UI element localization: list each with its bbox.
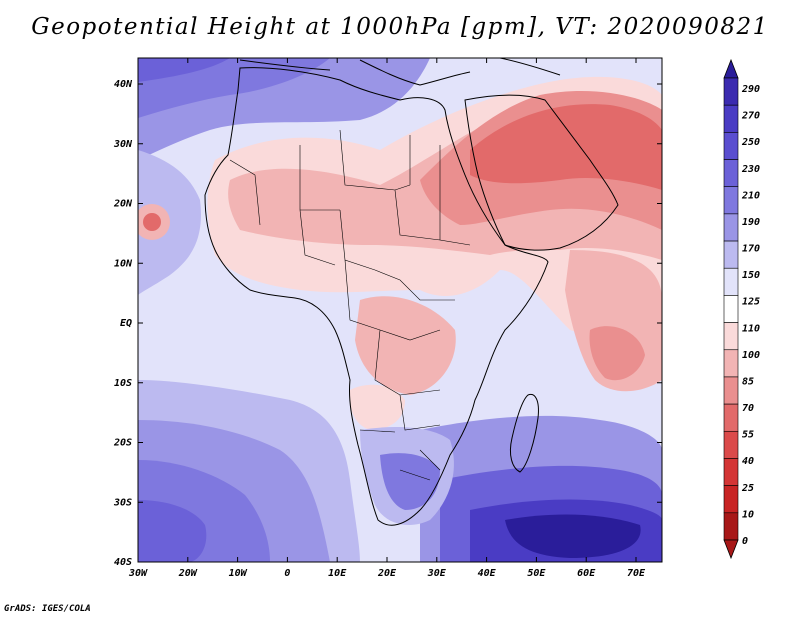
colorbar-label-190: 190 <box>742 217 760 228</box>
colorbar-segment <box>723 240 739 269</box>
colorbar-bottom-arrow <box>723 539 739 560</box>
colorbar-label-10: 10 <box>742 509 754 520</box>
lon-label-0: 0 <box>284 568 290 579</box>
colorbar: 2902702502302101901701501251101008570554… <box>723 58 760 560</box>
arabia-core <box>470 104 662 190</box>
coastlines <box>204 58 619 526</box>
colorbar-segment <box>723 77 739 106</box>
colorbar-segment <box>723 349 739 378</box>
colorbar-segment <box>723 213 739 242</box>
colorbar-segment <box>723 403 739 432</box>
map-frame <box>137 57 663 563</box>
colorbar-segment <box>723 322 739 351</box>
lat-label-30N: 30N <box>113 139 133 150</box>
lat-label-40S: 40S <box>114 557 132 568</box>
colorbar-segment <box>723 159 739 188</box>
lon-label-60E: 60E <box>577 568 596 579</box>
south-atlantic-blue-core <box>138 500 207 562</box>
colorbar-label-210: 210 <box>741 190 760 201</box>
indian-ocean-warm-core <box>589 326 645 381</box>
madagascar-coastline <box>509 393 539 473</box>
colorbar-segment <box>723 512 739 541</box>
colorbar-label-250: 250 <box>741 137 760 148</box>
lon-label-20E: 20E <box>377 568 397 579</box>
colorbar-label-270: 270 <box>741 111 760 122</box>
colorbar-label-85: 85 <box>742 376 754 387</box>
africa-coastline <box>204 67 549 526</box>
colorbar-label-40: 40 <box>742 456 754 467</box>
colorbar-label-110: 110 <box>742 323 760 334</box>
colorbar-label-100: 100 <box>742 350 760 361</box>
europe-coastline <box>239 58 561 86</box>
lon-label-30E: 30E <box>427 568 447 579</box>
colorbar-label-230: 230 <box>741 164 760 175</box>
southern-africa-blue-core <box>380 453 440 510</box>
colorbar-label-0: 0 <box>742 536 748 547</box>
colorbar-segment <box>723 104 739 133</box>
lat-label-EQ: EQ <box>120 318 132 329</box>
chart-title: Geopotential Height at 1000hPa [gpm], VT… <box>31 14 769 40</box>
lat-label-30S: 30S <box>113 497 132 508</box>
colorbar-label-150: 150 <box>742 270 760 281</box>
lon-label-10E: 10E <box>328 568 347 579</box>
central-africa-warm <box>355 296 456 395</box>
colorbar-label-70: 70 <box>742 403 754 414</box>
lon-label-10W: 10W <box>229 568 248 579</box>
colorbar-segment <box>723 186 739 215</box>
lon-label-70E: 70E <box>627 568 646 579</box>
cape-verde-low-inner <box>143 213 161 231</box>
colorbar-top-arrow <box>723 58 739 79</box>
country-borders <box>229 129 471 481</box>
lon-label-20W: 20W <box>178 568 198 579</box>
contour-field <box>138 58 662 562</box>
lon-label-50E: 50E <box>527 568 546 579</box>
lat-label-20S: 20S <box>113 438 132 449</box>
lat-label-10N: 10N <box>114 258 133 269</box>
nw-dark-blue <box>138 58 230 82</box>
colorbar-label-170: 170 <box>742 244 760 255</box>
colorbar-segment <box>723 458 739 486</box>
software-credit: GrADS: IGES/COLA <box>4 604 91 614</box>
colorbar-label-25: 25 <box>741 483 754 494</box>
latitude-labels: 40N 30N 20N 10N EQ 10S 20S 30S 40S <box>113 79 662 568</box>
longitude-labels: 30W 20W 10W 0 10E 20E 30E 40E 50E 60E 70E <box>128 58 646 579</box>
angola-warm <box>349 384 405 430</box>
colorbar-segment <box>723 430 739 459</box>
colorbar-label-290: 290 <box>741 84 760 95</box>
border-lines <box>229 129 471 481</box>
lat-label-20N: 20N <box>113 199 133 210</box>
lon-label-30W: 30W <box>128 568 148 579</box>
lat-label-40N: 40N <box>114 79 133 90</box>
lon-label-40E: 40E <box>478 568 497 579</box>
colorbar-segment <box>723 295 739 323</box>
colorbar-label-125: 125 <box>742 297 760 308</box>
colorbar-segment <box>723 267 739 296</box>
colorbar-segment <box>723 485 739 514</box>
lat-label-10S: 10S <box>114 378 132 389</box>
colorbar-label-55: 55 <box>742 430 754 441</box>
arabia-coastline <box>464 94 619 251</box>
south-indian-blue-core <box>505 514 641 558</box>
colorbar-segment <box>723 132 739 160</box>
colorbar-segment <box>723 376 739 405</box>
